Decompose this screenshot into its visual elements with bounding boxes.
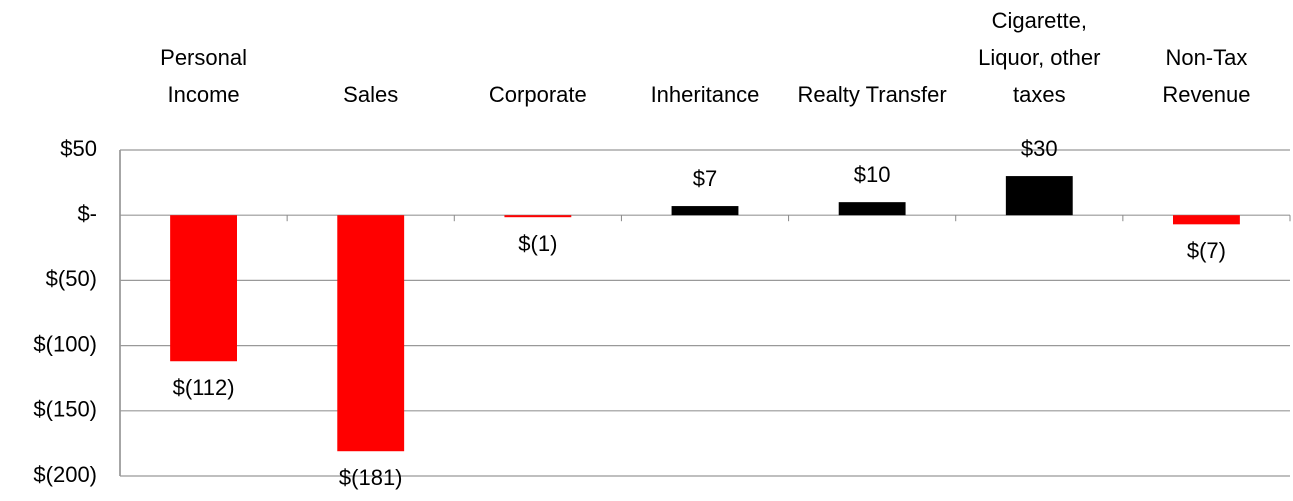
y-tick-label: $-	[77, 201, 97, 226]
x-tick-label: Personal Income	[160, 45, 247, 107]
bar	[671, 206, 739, 216]
bar	[838, 202, 906, 216]
bar	[337, 215, 405, 452]
y-tick-label: $(200)	[33, 462, 97, 487]
x-tick-label: Cigarette, Liquor, other taxes	[978, 8, 1101, 107]
x-tick-label: Realty Transfer	[797, 82, 947, 107]
bar	[504, 215, 572, 218]
y-tick-label: $(50)	[46, 266, 97, 291]
y-tick-label: $(100)	[33, 331, 97, 356]
y-tick-label: $(150)	[33, 397, 97, 422]
y-tick-label: $50	[60, 136, 97, 161]
data-label: $30	[1021, 136, 1058, 161]
data-label: $(181)	[339, 465, 403, 490]
data-label: $(1)	[518, 231, 557, 256]
bar	[1005, 176, 1073, 216]
bar	[1173, 215, 1240, 225]
x-tick-label: Sales	[343, 82, 399, 107]
bar	[170, 215, 237, 362]
data-label: $(112)	[173, 375, 235, 400]
data-label: $7	[693, 166, 717, 191]
data-label: $10	[854, 162, 891, 187]
x-tick-label: Corporate	[488, 82, 587, 107]
x-tick-label: Non-Tax Revenue	[1162, 45, 1251, 107]
x-tick-label: Inheritance	[650, 82, 760, 107]
data-label: $(7)	[1187, 238, 1226, 263]
